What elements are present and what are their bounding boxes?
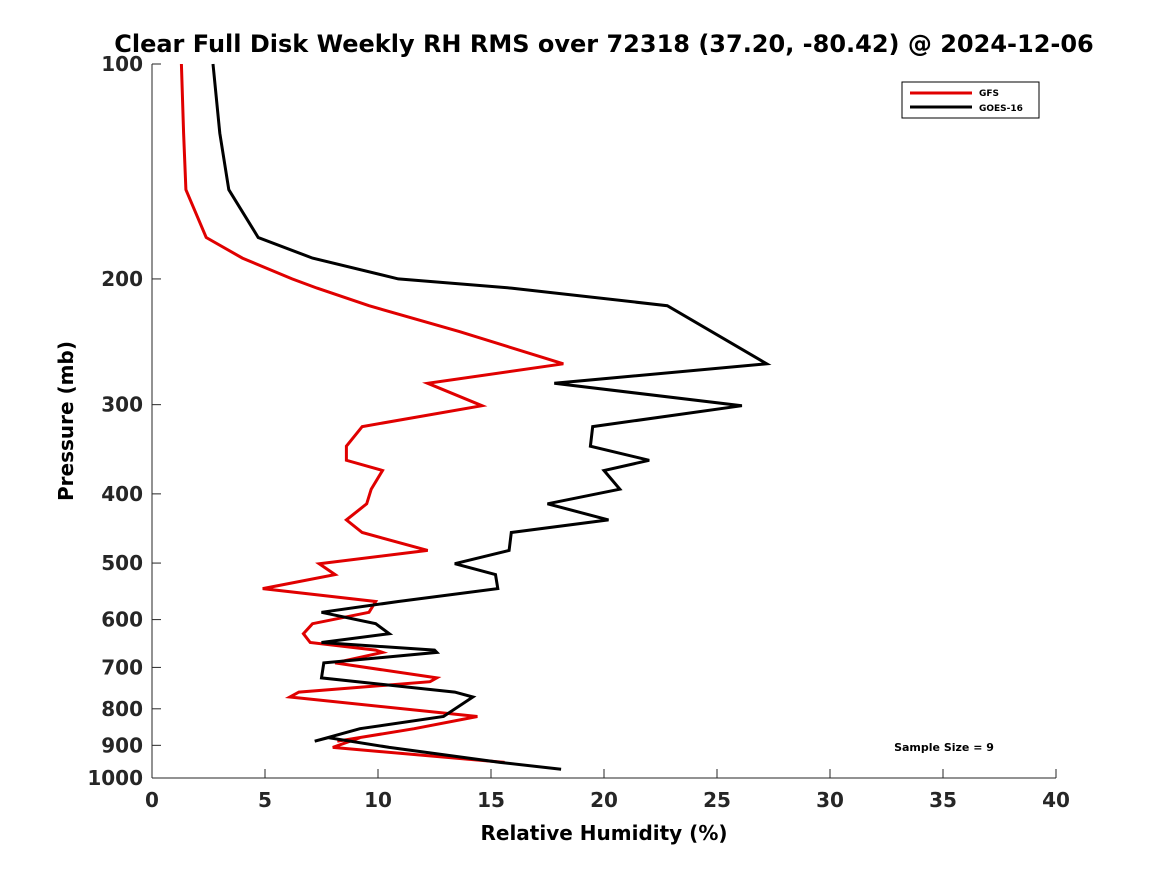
y-tick-label: 400 [101,482,143,506]
x-tick-label: 25 [703,788,731,812]
series-line-goes-16 [211,63,772,771]
y-tick-label: 1000 [87,766,143,790]
x-tick-label: 35 [929,788,957,812]
x-tick-label: 40 [1042,788,1070,812]
y-tick-label: 500 [101,551,143,575]
legend: GFS GOES-16 [901,81,1040,119]
series-line-gfs [179,63,564,764]
x-tick-label: 15 [477,788,505,812]
y-tick-label: 200 [101,267,143,291]
x-tick-label: 30 [816,788,844,812]
legend-label-gfs: GFS [979,89,999,99]
series-layer [179,63,772,771]
plot-axes: 0 5 10 15 20 25 30 35 40 100 200 300 400 500 600 700 800… [87,52,1070,812]
y-tick-label: 800 [101,697,143,721]
x-axis-label: Relative Humidity (%) [480,821,727,845]
chart-title: Clear Full Disk Weekly RH RMS over 72318… [114,30,1094,58]
x-tick-label: 0 [145,788,159,812]
y-axis-label: Pressure (mb) [54,341,78,501]
legend-box [901,81,1040,119]
x-tick-label: 5 [258,788,272,812]
x-tick-label: 10 [364,788,392,812]
y-tick-label: 600 [101,608,143,632]
legend-label-goes16: GOES-16 [979,104,1023,114]
y-tick-label: 300 [101,393,143,417]
y-tick-label: 900 [101,733,143,757]
sample-size-annotation: Sample Size = 9 [894,741,994,754]
x-tick-label: 20 [590,788,618,812]
y-tick-label: 700 [101,655,143,679]
y-tick-label: 100 [101,52,143,76]
